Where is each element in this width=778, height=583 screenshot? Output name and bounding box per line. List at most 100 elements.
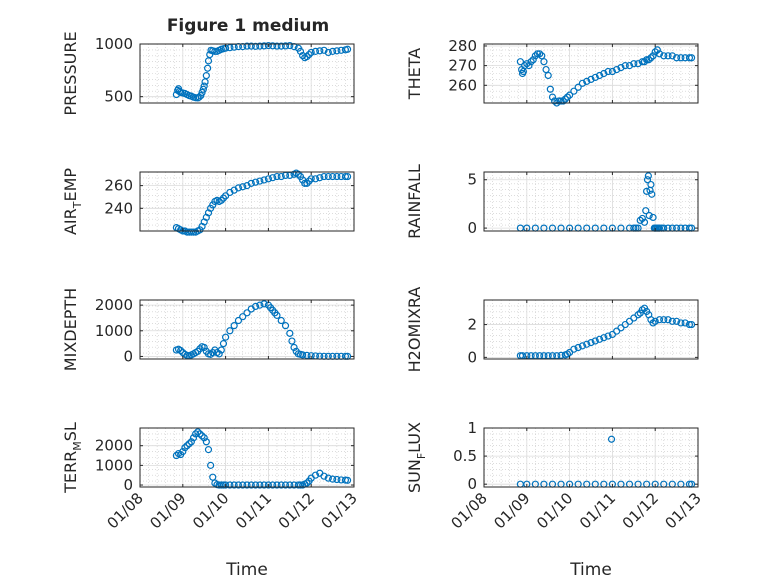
data-point <box>281 42 290 50</box>
data-point <box>587 339 595 347</box>
data-point <box>630 60 638 68</box>
data-point <box>273 42 281 50</box>
data-point <box>305 177 313 185</box>
y-axis-label: SUNFLUX <box>405 422 428 493</box>
data-point <box>281 481 290 489</box>
data-point <box>548 93 557 101</box>
data-point <box>643 56 651 64</box>
data-point <box>247 481 255 489</box>
data-point <box>277 42 285 50</box>
data-point <box>196 345 204 353</box>
data-point <box>177 346 185 355</box>
data-point <box>260 42 268 50</box>
data-point <box>595 335 604 343</box>
data-point <box>523 60 531 68</box>
data-point <box>196 430 204 438</box>
data-point <box>256 481 264 489</box>
y-axis-label: THETA <box>405 48 424 100</box>
data-point <box>273 172 281 181</box>
data-point <box>260 300 268 308</box>
data-point <box>681 319 689 327</box>
data-point <box>303 351 311 360</box>
y-tick-label: 260 <box>104 177 133 195</box>
data-point <box>625 62 634 70</box>
data-point <box>288 337 296 345</box>
subplot-1: 500 1000 PRESSURE <box>61 31 355 116</box>
data-point <box>642 207 650 215</box>
data-point <box>234 184 243 192</box>
data-point <box>264 175 272 183</box>
data-point <box>559 97 567 105</box>
data-point <box>647 180 655 189</box>
axes-box <box>139 427 355 488</box>
data-point <box>644 172 652 180</box>
grid <box>139 299 355 360</box>
data-point <box>181 444 189 452</box>
data-point <box>299 351 307 359</box>
data-point <box>647 54 655 62</box>
y-tick-label: 0 <box>467 475 477 493</box>
data-point <box>316 47 324 55</box>
y-tick-label: 1000 <box>95 322 133 340</box>
data-point <box>521 62 529 70</box>
data-point <box>281 322 290 330</box>
data-point <box>653 46 661 54</box>
y-tick-label: 260 <box>448 76 477 94</box>
data-point <box>251 42 260 50</box>
data-point <box>215 350 223 358</box>
data-point <box>226 44 234 52</box>
series-markers <box>516 46 696 107</box>
series-markers <box>516 304 696 360</box>
data-point <box>247 179 255 187</box>
data-point <box>329 172 337 181</box>
axes-box <box>139 43 355 104</box>
data-point <box>591 337 599 345</box>
data-point <box>172 451 180 460</box>
data-point <box>204 446 213 454</box>
series-markers <box>172 41 352 102</box>
data-point <box>273 481 281 489</box>
data-point <box>230 322 238 330</box>
data-point <box>303 179 311 187</box>
data-point <box>687 54 696 62</box>
grid <box>139 427 355 488</box>
data-point <box>600 334 608 342</box>
data-point <box>643 176 652 184</box>
axes-box <box>483 43 699 104</box>
y-tick-label: 5 <box>467 171 477 189</box>
data-point <box>604 67 612 76</box>
data-point <box>634 60 642 68</box>
data-point <box>200 434 208 442</box>
plot-area <box>140 172 354 231</box>
data-point <box>226 481 234 489</box>
data-point <box>574 343 582 352</box>
data-point <box>613 65 621 74</box>
y-tick-label: 240 <box>104 199 133 217</box>
data-point <box>574 83 582 91</box>
plot-area <box>140 300 354 359</box>
data-point <box>570 87 578 95</box>
data-point <box>286 329 294 337</box>
data-point <box>533 50 542 58</box>
grid <box>139 171 355 232</box>
data-point <box>672 317 681 325</box>
data-point <box>655 316 664 324</box>
data-point <box>636 216 644 224</box>
data-point <box>677 54 685 62</box>
data-point <box>269 174 277 182</box>
y-tick-label: 0.5 <box>453 447 477 465</box>
data-point <box>260 176 268 184</box>
y-tick-label: 2 <box>467 316 477 334</box>
y-tick-label: 1 <box>467 419 477 437</box>
data-point <box>638 214 646 223</box>
data-point <box>197 92 205 100</box>
data-point <box>583 77 591 85</box>
data-point <box>668 317 676 325</box>
data-point <box>230 481 238 489</box>
data-point <box>269 42 277 50</box>
data-point <box>648 190 656 198</box>
data-point <box>685 320 694 329</box>
data-point <box>640 58 649 66</box>
data-point <box>578 342 587 350</box>
y-axis-label: AIRTEMP <box>61 168 84 235</box>
